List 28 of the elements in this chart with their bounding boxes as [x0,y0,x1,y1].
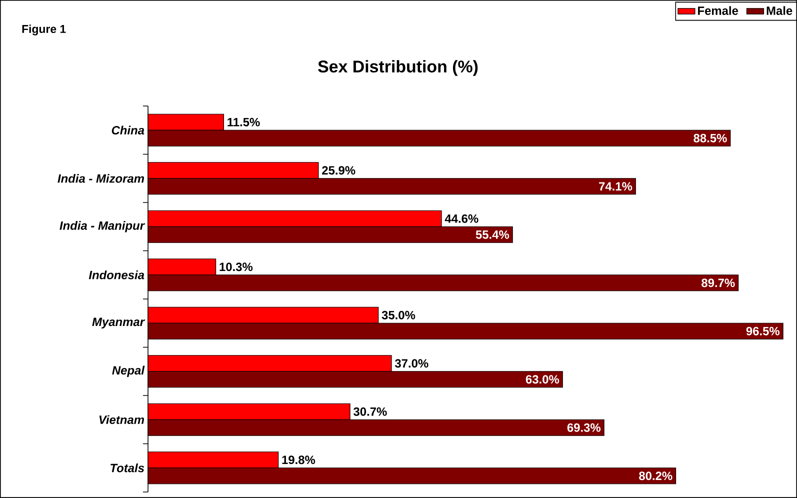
y-tick-label: India - Manipur [60,221,146,232]
data-label: 19.8% [282,456,316,464]
data-label: 74.1% [599,182,632,191]
data-label: 63.0% [526,375,560,384]
caption: Figure 1 [22,24,66,36]
data-label: 10.3% [220,262,253,272]
data-label: 55.4% [476,230,510,239]
data-label: 88.5% [694,134,727,142]
data-label: 30.7% [354,407,387,416]
data-label: 11.5% [228,118,260,126]
data-label: 44.6% [444,214,478,223]
data-label: 80.2% [639,472,672,480]
data-label: 69.3% [567,423,601,432]
y-tick-label: Vietnam [99,415,144,424]
data-label: 89.7% [702,278,735,288]
legend-label: Female [698,6,738,15]
data-label: 25.9% [322,166,356,175]
y-tick-label: Totals [110,463,144,472]
y-tick-label: Indonesia [88,270,144,280]
legend-label: Male [766,6,792,15]
y-tick-label: China [112,126,144,135]
y-tick-label: Myanmar [92,318,146,328]
chart-title: Sex Distribution (%) [318,60,478,76]
y-tick-label: Nepal [112,366,145,377]
data-label: 96.5% [746,326,780,336]
y-tick-label: India - Mizoram [58,174,144,183]
data-label: 35.0% [382,310,416,320]
data-label: 37.0% [394,359,428,368]
